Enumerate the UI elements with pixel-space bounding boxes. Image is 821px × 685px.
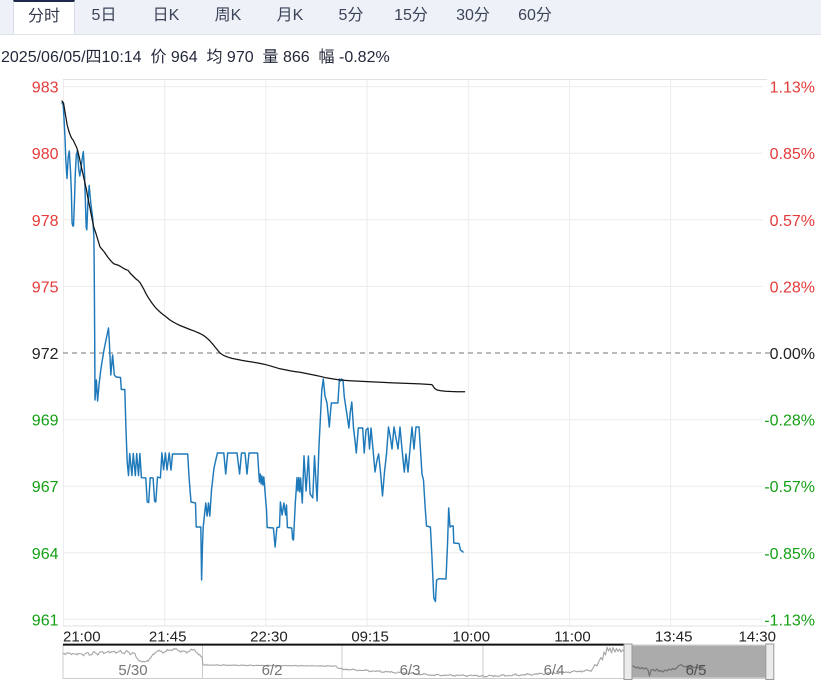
svg-text:5/30: 5/30 <box>118 662 147 679</box>
svg-text:6/4: 6/4 <box>544 662 565 679</box>
svg-text:10:00: 10:00 <box>453 629 491 646</box>
svg-text:-0.28%: -0.28% <box>764 413 815 430</box>
svg-text:1.13%: 1.13% <box>770 80 815 97</box>
svg-text:21:00: 21:00 <box>63 629 101 646</box>
svg-text:21:45: 21:45 <box>149 629 187 646</box>
svg-text:14:30: 14:30 <box>738 629 776 646</box>
svg-text:983: 983 <box>32 80 59 97</box>
svg-text:0.00%: 0.00% <box>770 346 815 363</box>
svg-text:964: 964 <box>32 546 59 563</box>
svg-text:0.57%: 0.57% <box>770 213 815 230</box>
svg-text:-0.85%: -0.85% <box>764 546 815 563</box>
svg-text:961: 961 <box>32 612 59 629</box>
svg-text:13:45: 13:45 <box>655 629 693 646</box>
svg-text:22:30: 22:30 <box>250 629 288 646</box>
svg-text:6/5: 6/5 <box>686 662 707 679</box>
svg-text:0.28%: 0.28% <box>770 279 815 296</box>
svg-text:967: 967 <box>32 479 59 496</box>
svg-text:6/2: 6/2 <box>262 662 283 679</box>
svg-text:0.85%: 0.85% <box>770 146 815 163</box>
svg-text:-0.57%: -0.57% <box>764 479 815 496</box>
svg-text:972: 972 <box>32 346 59 363</box>
svg-text:11:00: 11:00 <box>554 629 590 646</box>
svg-text:975: 975 <box>32 279 59 296</box>
svg-text:978: 978 <box>32 213 59 230</box>
svg-text:980: 980 <box>32 146 59 163</box>
svg-text:6/3: 6/3 <box>400 662 421 679</box>
svg-text:-1.13%: -1.13% <box>764 612 815 629</box>
svg-text:09:15: 09:15 <box>351 629 389 646</box>
svg-text:969: 969 <box>32 413 59 430</box>
